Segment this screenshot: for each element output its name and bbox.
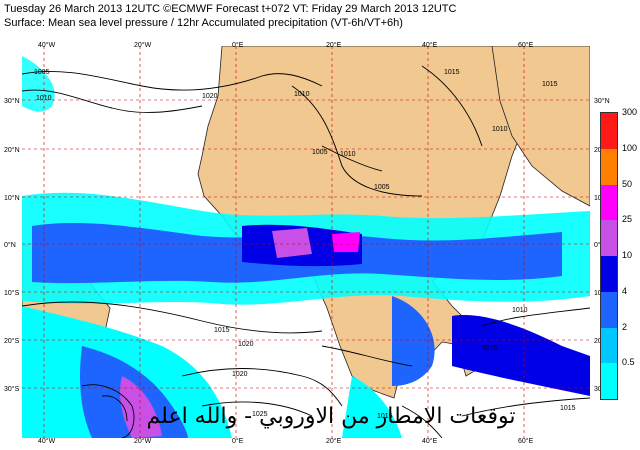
- lon-label: 20°E: [326, 438, 342, 445]
- isobar-label: 1020: [202, 93, 218, 100]
- lat-label: 30°N: [4, 98, 20, 105]
- arabic-caption: توقعات الامطار من الاوروبي - والله اعلم: [146, 404, 516, 429]
- legend-value: 0.5: [622, 357, 635, 368]
- isobar-label: 1005: [312, 149, 328, 156]
- isobar-label: 1025: [252, 411, 268, 418]
- forecast-title: Tuesday 26 March 2013 12UTC ©ECMWF Forec…: [4, 3, 457, 15]
- legend-swatch: [601, 327, 617, 364]
- isobar-label: 1015: [214, 327, 230, 334]
- weather-map: 1005 1010 1020 1010 1005 1010 1005 1015 …: [22, 46, 590, 438]
- isobar-label: 1015: [560, 405, 576, 412]
- graticule: [22, 46, 590, 438]
- rain-heavy-2: [272, 228, 312, 258]
- isobar-label: 1015: [482, 345, 498, 352]
- lon-label: 20°W: [134, 438, 152, 445]
- lon-label: 40°E: [422, 42, 438, 49]
- lon-label: 40°W: [38, 438, 56, 445]
- isobars: [22, 65, 590, 438]
- legend-swatch: [601, 363, 617, 399]
- rain-cape: [342, 376, 402, 438]
- legend-swatch: [601, 148, 617, 185]
- lat-label: 30°N: [594, 98, 610, 105]
- legend-swatch: [601, 220, 617, 256]
- lon-label: 40°W: [38, 42, 56, 49]
- lat-label: 0°N: [4, 242, 16, 249]
- lat-label: 30°S: [4, 386, 20, 393]
- isobar-label: 1015: [444, 69, 460, 76]
- legend-value: 2: [622, 321, 628, 332]
- lat-label: 20°S: [4, 338, 20, 345]
- rain-heavy-3: [332, 232, 360, 252]
- isobar-label: 1005: [34, 69, 50, 76]
- isobar-label: 1020: [238, 341, 254, 348]
- isobar-label: 1010: [492, 126, 508, 133]
- legend-swatch: [601, 256, 617, 292]
- lat-label: 10°N: [4, 195, 20, 202]
- isobar-labels: 1005 1010 1020 1010 1005 1010 1005 1015 …: [34, 69, 576, 420]
- legend-value: 4: [622, 285, 628, 296]
- rain-southern-storm: [120, 376, 162, 438]
- map-header: Tuesday 26 March 2013 12UTC ©ECMWF Forec…: [4, 2, 456, 30]
- legend-swatch: [601, 113, 617, 149]
- lat-label: 10°S: [4, 290, 20, 297]
- isobar-label: 1010: [340, 151, 356, 158]
- isobar-label: 1010: [512, 307, 528, 314]
- lon-label: 40°E: [422, 438, 438, 445]
- isobar-label: 1010: [294, 91, 310, 98]
- rain-madagascar: [452, 315, 590, 396]
- lat-label: 0°N: [594, 242, 606, 249]
- precipitation: [22, 56, 590, 438]
- legend-swatch: [601, 184, 617, 221]
- legend-value: 10: [622, 250, 633, 260]
- isobar-label: 1020: [232, 371, 248, 378]
- isobar-label: 1005: [374, 184, 390, 191]
- isobar-label: 1010: [36, 95, 52, 102]
- isobar-label: 1015: [542, 81, 558, 88]
- lon-label: 20°E: [326, 42, 342, 49]
- isobar-label: 1015: [377, 413, 393, 420]
- lon-label: 0°E: [232, 42, 244, 49]
- lon-label: 60°E: [518, 438, 534, 445]
- legend-swatch: [601, 291, 617, 328]
- rain-east-coast: [392, 296, 435, 386]
- rain-north-atlantic: [22, 56, 55, 112]
- legend-value: 25: [622, 214, 633, 225]
- legend-value: 300: [622, 107, 638, 117]
- precipitation-legend: [600, 112, 618, 400]
- legend-value: 100: [622, 142, 638, 153]
- lon-label: 60°E: [518, 42, 534, 49]
- lat-label: 20°N: [4, 147, 20, 154]
- legend-value: 50: [622, 178, 633, 189]
- arabia-land: [491, 46, 590, 207]
- lon-label: 20°W: [134, 42, 152, 49]
- lon-label: 0°E: [232, 438, 244, 445]
- field-description: Surface: Mean sea level pressure / 12hr …: [4, 17, 403, 29]
